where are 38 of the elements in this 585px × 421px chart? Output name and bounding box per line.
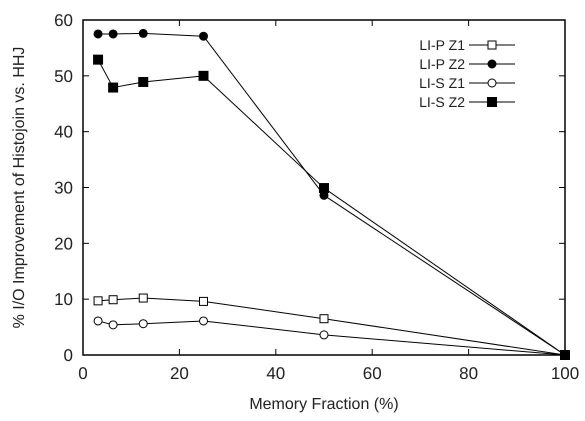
point: [138, 294, 148, 303]
y-tick-label: 60: [54, 11, 73, 30]
x-tick-label: 40: [266, 364, 286, 383]
point: [138, 319, 148, 328]
x-tick-label: 100: [550, 364, 580, 383]
point: [94, 29, 103, 38]
point: [108, 320, 118, 330]
point: [94, 296, 103, 306]
x-axis-title: Memory Fraction (%): [249, 396, 399, 413]
point: [199, 296, 208, 306]
point: [319, 183, 329, 194]
point: [93, 54, 104, 65]
point: [138, 76, 148, 87]
y-tick-label: 30: [54, 178, 73, 198]
x-tick-label: 60: [362, 364, 382, 383]
legend-label: LI-S Z1: [419, 75, 466, 91]
y-tick-label: 0: [64, 346, 73, 365]
point: [320, 314, 328, 324]
point: [108, 295, 118, 304]
legend-label: LI-S Z2: [419, 94, 466, 110]
point: [94, 316, 103, 326]
x-tick-label: 20: [170, 364, 189, 383]
y-tick-label: 40: [54, 122, 73, 142]
point: [198, 70, 208, 81]
legend-label: LI-P Z2: [419, 56, 466, 72]
y-tick-label: 50: [54, 66, 73, 86]
y-tick-label: 20: [54, 234, 73, 254]
point: [199, 316, 208, 326]
x-tick-label: 0: [78, 364, 88, 383]
point: [108, 82, 118, 93]
y-tick-label: 10: [54, 290, 73, 310]
legend-label: LI-P Z1: [419, 37, 466, 53]
x-tick-label: 80: [459, 364, 478, 383]
point: [138, 28, 148, 38]
point: [199, 32, 208, 41]
point: [108, 29, 118, 38]
y-axis-title: % I/O Improvement of Histojoin vs. HHJ: [11, 46, 28, 328]
point: [320, 330, 328, 340]
